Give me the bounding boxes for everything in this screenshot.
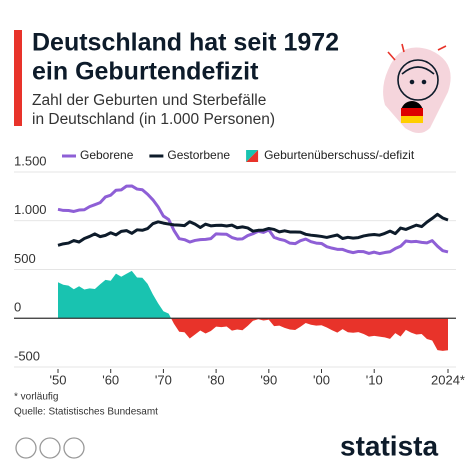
chart-title: ein Geburtendefizit xyxy=(32,58,259,86)
legend-label: Gestorbene xyxy=(167,148,230,162)
x-tick-label: '00 xyxy=(313,372,330,387)
y-tick-label: 0 xyxy=(14,300,21,315)
chart-subtitle: Zahl der Geburten und Sterbefälle xyxy=(32,92,266,109)
area xyxy=(58,270,448,351)
x-tick-label: '10 xyxy=(366,372,383,387)
line xyxy=(57,212,449,247)
y-tick-label: -500 xyxy=(14,348,40,363)
x-tick-label: '60 xyxy=(102,372,119,387)
y-tick-label: 500 xyxy=(14,251,36,266)
brand-logo: statista xyxy=(340,430,438,461)
chart-subtitle: in Deutschland (in 1.000 Personen) xyxy=(32,111,275,128)
baby-icon xyxy=(383,43,451,133)
chart-title: Deutschland hat seit 1972 xyxy=(32,29,339,57)
license-icons xyxy=(15,437,85,459)
y-tick-label: 1.500 xyxy=(14,153,47,168)
x-tick-label: '70 xyxy=(155,372,172,387)
legend-swatch xyxy=(246,150,259,162)
y-tick-label: 1.000 xyxy=(14,202,47,217)
line xyxy=(57,184,449,256)
legend-label: Geburtenüberschuss/-defizit xyxy=(264,148,415,162)
x-tick-label: '50 xyxy=(50,372,67,387)
plot-area xyxy=(14,171,456,368)
footnote: * vorläufig xyxy=(14,392,58,403)
x-tick-label: '90 xyxy=(260,372,277,387)
x-tick-label: '80 xyxy=(208,372,225,387)
x-tick-label: 2024* xyxy=(431,372,465,387)
legend-label: Geborene xyxy=(80,148,134,162)
accent-bar xyxy=(14,30,22,126)
source: Quelle: Statistisches Bundesamt xyxy=(14,407,158,418)
